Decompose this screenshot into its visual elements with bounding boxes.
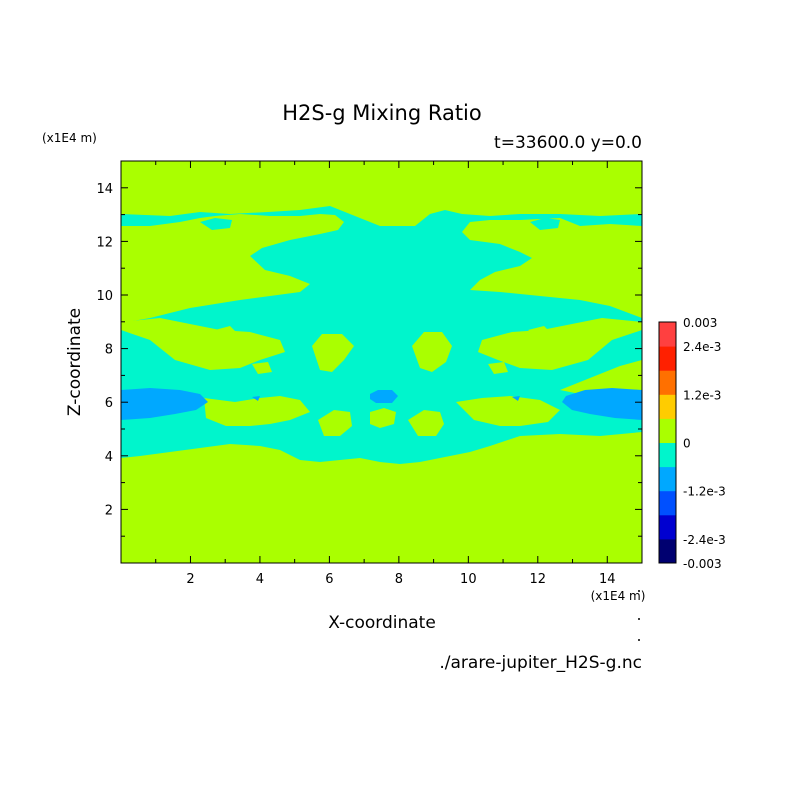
x-axis: 2 4 6 8 10 12 14: [155, 161, 616, 587]
colorbar-cell: [659, 466, 676, 492]
chart-subtitle: t=33600.0 y=0.0: [494, 133, 642, 153]
colorbar-label: 0: [683, 437, 691, 451]
y-tick-label: 14: [96, 182, 113, 197]
x-tick-label: 4: [256, 572, 264, 587]
colorbar: 0.003 2.4e-3 1.2e-3 0 -1.2e-3 -2.4e-3 -0.003: [658, 316, 726, 571]
y-unit-label: (x1E4 m): [42, 131, 97, 145]
colorbar-cell: [659, 346, 676, 371]
y-tick-label: 4: [105, 450, 113, 465]
x-tick-label: 6: [325, 572, 333, 587]
x-tick-label: 10: [460, 572, 477, 587]
y-tick-label: 6: [105, 396, 113, 411]
plume-islands: [200, 218, 560, 250]
deep-pockets: [121, 388, 642, 420]
y-tick-label: 2: [105, 503, 113, 518]
y-axis-title: Z-coordinate: [65, 308, 85, 416]
chart-title: H2S-g Mixing Ratio: [282, 101, 482, 125]
colorbar-cell: [659, 514, 676, 540]
plot-frame: [120, 160, 643, 564]
x-tick-label: 12: [530, 572, 547, 587]
colorbar-label: 0.003: [683, 316, 717, 330]
colorbar-cell: [659, 442, 676, 468]
x-tick-label: 8: [395, 572, 403, 587]
x-unit-label: (x1E4 m): [591, 589, 646, 603]
y-axis: 2 4 6 8 10 12 14: [96, 182, 642, 537]
marker-dot: [638, 590, 640, 592]
colorbar-cell: [659, 538, 676, 564]
colorbar-label: -2.4e-3: [683, 533, 726, 547]
x-tick-label: 2: [186, 572, 194, 587]
colorbar-cell: [659, 322, 676, 347]
colorbar-frame: [658, 321, 677, 564]
colorbar-cell: [659, 370, 676, 395]
colorbar-label: 1.2e-3: [683, 388, 721, 402]
marker-dot: [638, 639, 640, 641]
colorbar-cell: [659, 394, 676, 419]
colorbar-label: 2.4e-3: [683, 340, 721, 354]
source-filename: ./arare-jupiter_H2S-g.nc: [439, 653, 642, 673]
colorbar-label: -1.2e-3: [683, 485, 726, 499]
x-tick-label: 14: [599, 572, 616, 587]
y-tick-label: 8: [105, 343, 113, 358]
heatmap-field: [121, 161, 642, 563]
x-axis-title: X-coordinate: [328, 613, 436, 633]
colorbar-label: -0.003: [683, 557, 722, 571]
colorbar-cell: [659, 418, 676, 443]
colorbar-cell: [659, 490, 676, 516]
y-tick-label: 12: [96, 235, 113, 250]
plume-holes: [121, 318, 642, 436]
y-tick-label: 10: [96, 289, 113, 304]
marker-dot: [638, 618, 640, 620]
